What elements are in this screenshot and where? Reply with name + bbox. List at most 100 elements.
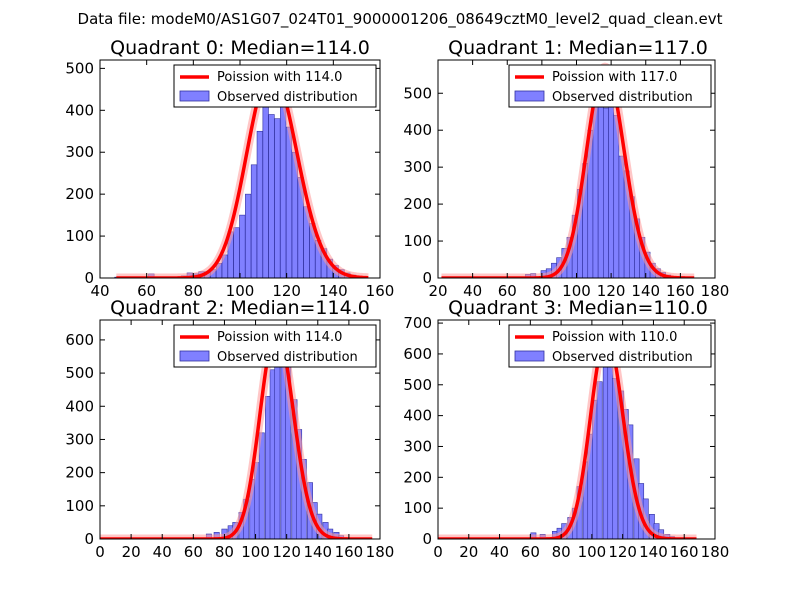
histogram-bar	[285, 126, 293, 278]
histogram-bar	[239, 214, 246, 278]
poisson-curve	[100, 327, 374, 539]
y-tick-label: 100	[403, 232, 432, 250]
legend: Poission with 110.0 Observed distribution	[508, 324, 712, 368]
x-tick-label: 120	[608, 543, 637, 561]
panel-title: Quadrant 3: Median=110.0	[448, 297, 708, 319]
x-tick-label: 160	[335, 543, 364, 561]
panel-title: Quadrant 2: Median=114.0	[110, 297, 370, 319]
y-tick-label: 0	[422, 269, 432, 287]
x-tick-label: 140	[639, 543, 668, 561]
legend-entry-observed: Observed distribution	[217, 350, 358, 365]
x-tick-label: 40	[90, 282, 109, 300]
x-tick-label: 0	[95, 543, 105, 561]
y-tick-label: 500	[403, 84, 432, 102]
x-tick-label: 0	[433, 543, 443, 561]
legend: Poission with 117.0 Observed distribution	[508, 64, 712, 108]
legend-entry-poisson: Poission with 114.0	[217, 70, 342, 85]
legend-entry-observed: Observed distribution	[552, 90, 693, 105]
y-tick-label: 300	[65, 143, 94, 161]
histogram-bar	[233, 227, 240, 278]
poisson-curve	[115, 68, 369, 278]
histogram-bar	[262, 84, 269, 278]
x-tick-label: 160	[670, 543, 699, 561]
legend-box	[173, 324, 377, 368]
poisson-curve	[440, 65, 696, 278]
histogram-bar	[250, 164, 258, 278]
legend-bar-swatch	[514, 350, 545, 362]
x-tick-label: 160	[666, 282, 695, 300]
histogram-bar	[603, 107, 609, 278]
x-tick-label: 80	[184, 282, 203, 300]
y-tick-label: 400	[403, 407, 432, 425]
x-tick-label: 80	[552, 543, 571, 561]
x-tick-label: 20	[428, 282, 447, 300]
legend: Poission with 114.0 Observed distribution	[173, 324, 377, 368]
legend-entry-observed: Observed distribution	[552, 350, 693, 365]
y-tick-label: 500	[65, 364, 94, 382]
y-tick-label: 0	[422, 530, 432, 548]
x-tick-label: 160	[366, 282, 395, 300]
x-tick-label: 60	[498, 282, 517, 300]
y-tick-label: 300	[65, 430, 94, 448]
x-tick-label: 20	[459, 543, 478, 561]
y-tick-label: 100	[65, 227, 94, 245]
x-tick-label: 180	[701, 543, 730, 561]
plot-area	[100, 325, 376, 539]
x-tick-label: 100	[226, 282, 255, 300]
y-tick-label: 200	[65, 185, 94, 203]
legend-entry-observed: Observed distribution	[217, 90, 358, 105]
x-tick-label: 60	[137, 282, 156, 300]
histogram-bar	[268, 114, 275, 278]
histogram-bar	[256, 130, 263, 278]
legend-entry-poisson: Poission with 110.0	[552, 330, 677, 345]
legend: Poission with 114.0 Observed distribution	[173, 64, 377, 108]
y-tick-label: 300	[403, 158, 432, 176]
x-tick-label: 120	[272, 282, 301, 300]
y-tick-label: 500	[403, 376, 432, 394]
plot-area	[113, 65, 372, 278]
y-tick-label: 600	[403, 345, 432, 363]
y-tick-label: 400	[65, 397, 94, 415]
legend-entry-poisson: Poission with 114.0	[217, 330, 342, 345]
y-tick-label: 600	[65, 331, 94, 349]
legend-bar-swatch	[179, 350, 210, 362]
axes-frame	[437, 319, 716, 540]
panel-quadrant-1: Quadrant 1: Median=117.0 20 40 60 80 100 120 1…	[403, 37, 729, 300]
panel-quadrant-0: Quadrant 0: Median=114.0 40 60 80 100 120 140…	[65, 37, 394, 300]
panel-title: Quadrant 1: Median=117.0	[448, 37, 708, 59]
y-tick-label: 400	[403, 121, 432, 139]
x-tick-label: 140	[319, 282, 348, 300]
x-tick-label: 120	[272, 543, 301, 561]
y-tick-label: 100	[403, 499, 432, 517]
legend-bar-swatch	[179, 90, 210, 102]
y-tick-label: 500	[65, 59, 94, 77]
legend-entry-poisson: Poission with 117.0	[552, 70, 677, 85]
y-tick-label: 200	[65, 464, 94, 482]
y-tick-label: 200	[403, 468, 432, 486]
y-tick-label: 700	[403, 314, 432, 332]
plot-area	[438, 62, 698, 278]
y-tick-label: 400	[65, 101, 94, 119]
axes-frame	[99, 319, 381, 540]
y-tick-label: 300	[403, 437, 432, 455]
x-tick-label: 140	[631, 282, 660, 300]
histogram-bar	[274, 118, 281, 278]
y-tick-label: 0	[84, 269, 94, 287]
x-tick-label: 40	[463, 282, 482, 300]
x-tick-label: 140	[303, 543, 332, 561]
x-tick-label: 100	[578, 543, 607, 561]
x-tick-label: 20	[122, 543, 141, 561]
figure-title: Data file: modeM0/AS1G07_024T01_90000012…	[78, 10, 723, 29]
x-tick-label: 60	[184, 543, 203, 561]
panel-quadrant-3: Quadrant 3: Median=110.0 0 20 40 60 80 100 120…	[403, 297, 729, 561]
histogram-bar	[274, 339, 281, 539]
x-tick-label: 100	[241, 543, 270, 561]
x-tick-label: 180	[701, 282, 730, 300]
x-tick-label: 120	[597, 282, 626, 300]
histogram-bar	[596, 381, 603, 539]
x-tick-label: 80	[532, 282, 551, 300]
y-tick-label: 100	[65, 497, 94, 515]
x-tick-label: 180	[366, 543, 395, 561]
x-tick-label: 60	[521, 543, 540, 561]
